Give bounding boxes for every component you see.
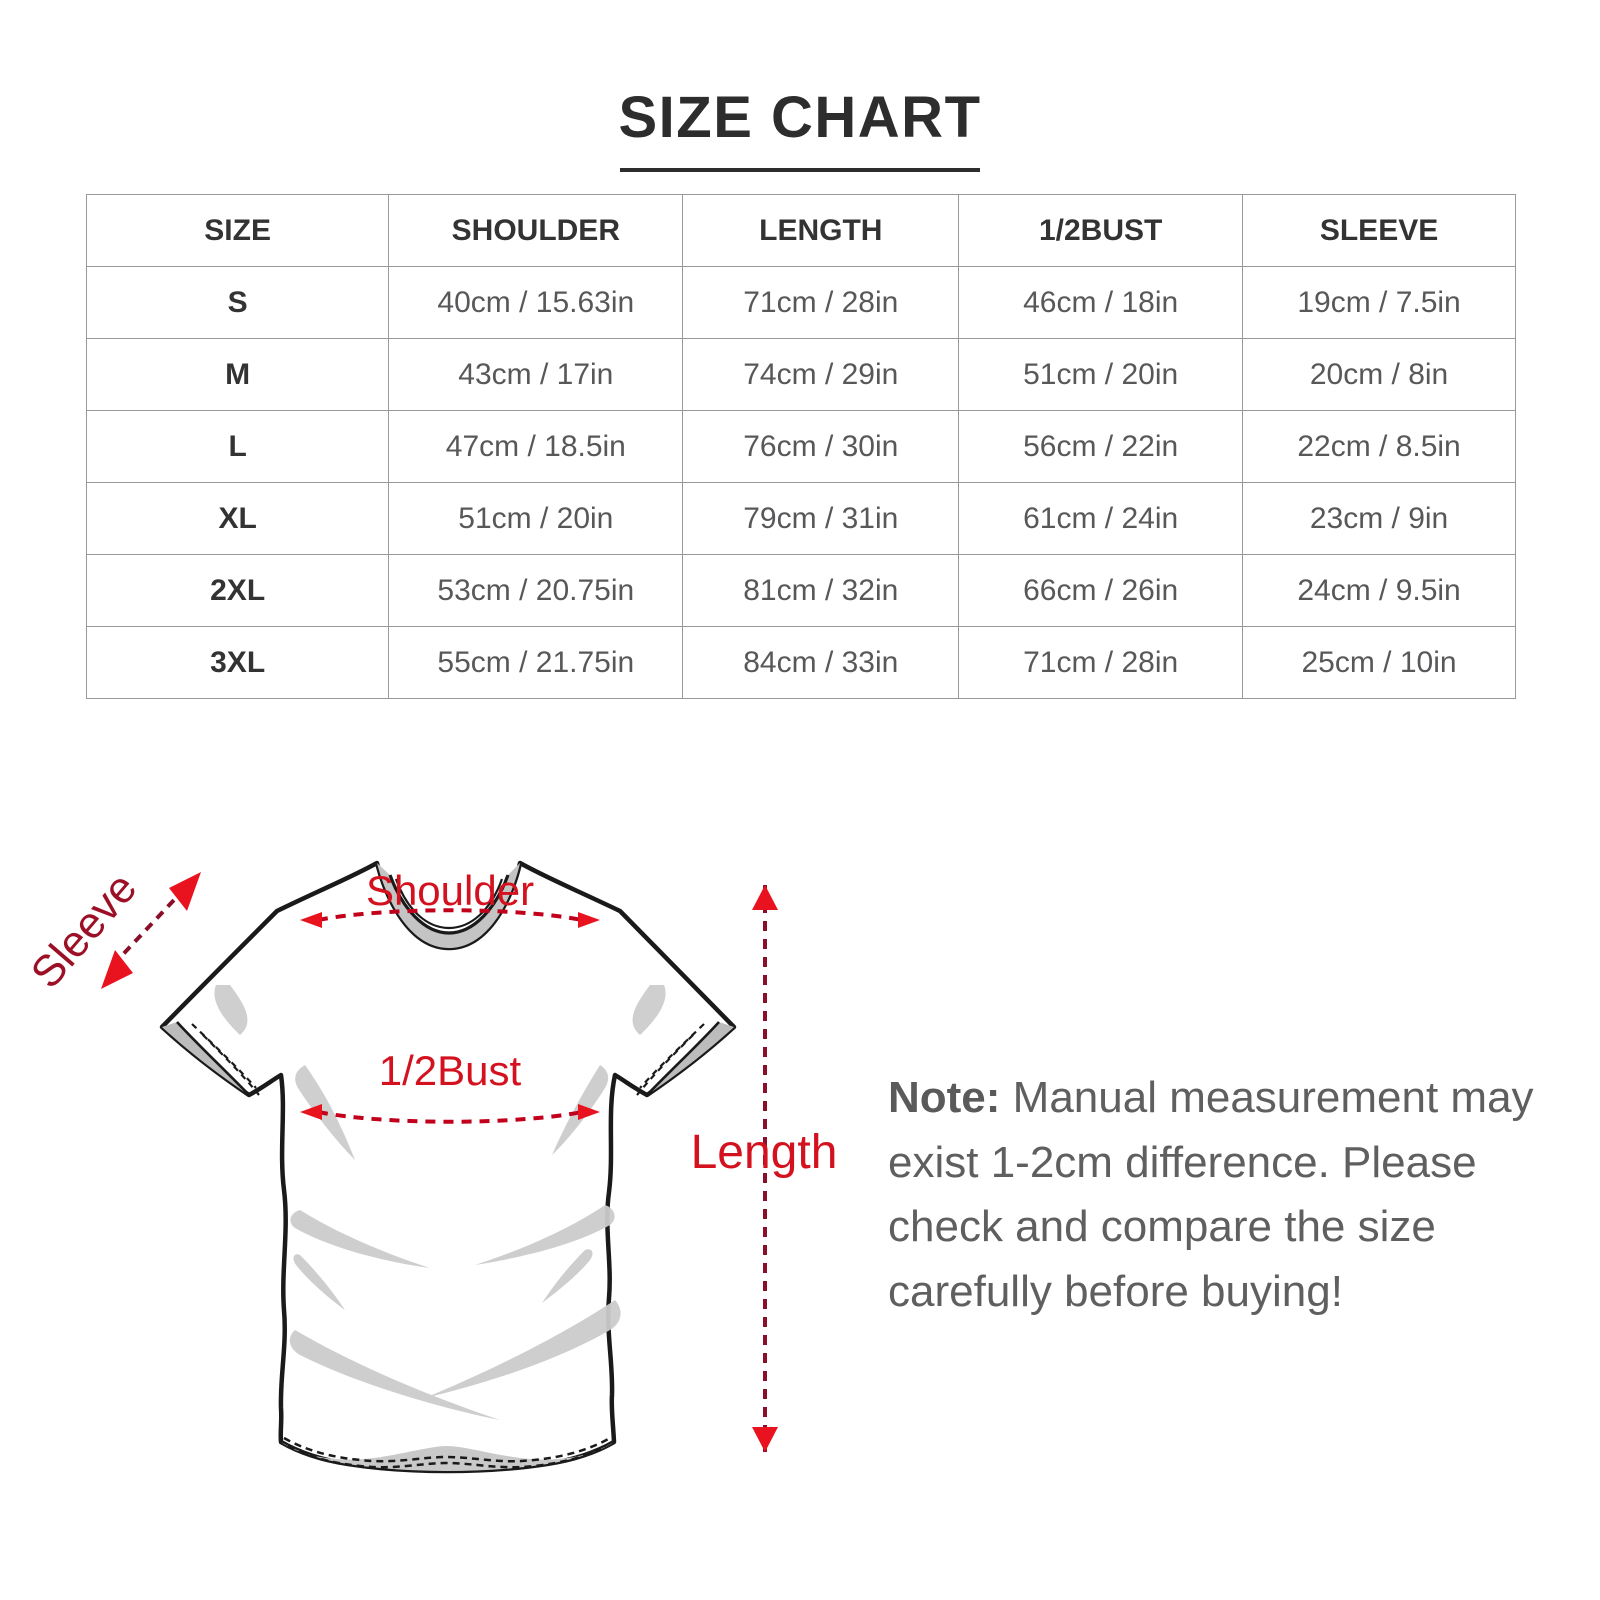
svg-text:1/2Bust: 1/2Bust [379,1047,522,1094]
svg-text:Sleeve: Sleeve [22,864,147,998]
svg-text:Shoulder: Shoulder [366,867,534,914]
svg-text:Length: Length [691,1126,838,1179]
